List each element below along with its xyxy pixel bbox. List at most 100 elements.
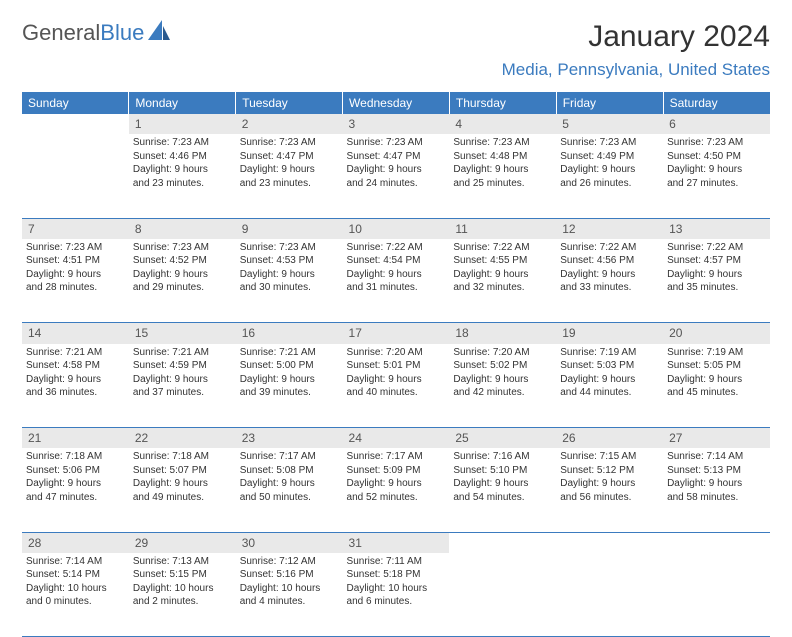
sunset-text: Sunset: 4:57 PM <box>667 254 766 268</box>
daylight-text: and 47 minutes. <box>26 491 125 505</box>
sunset-text: Sunset: 4:47 PM <box>347 150 446 164</box>
sunrise-text: Sunrise: 7:19 AM <box>667 346 766 360</box>
day-number: 8 <box>129 218 236 239</box>
sunset-text: Sunset: 4:59 PM <box>133 359 232 373</box>
daylight-text: Daylight: 9 hours <box>560 163 659 177</box>
day-cell: Sunrise: 7:22 AMSunset: 4:54 PMDaylight:… <box>343 239 450 323</box>
month-title: January 2024 <box>502 20 770 54</box>
daylight-text: and 40 minutes. <box>347 386 446 400</box>
daylight-text: Daylight: 9 hours <box>240 477 339 491</box>
daylight-text: and 52 minutes. <box>347 491 446 505</box>
sunrise-text: Sunrise: 7:22 AM <box>347 241 446 255</box>
sunset-text: Sunset: 4:48 PM <box>453 150 552 164</box>
daylight-text: and 23 minutes. <box>133 177 232 191</box>
daylight-text: Daylight: 9 hours <box>667 477 766 491</box>
sunset-text: Sunset: 5:02 PM <box>453 359 552 373</box>
day-number: 30 <box>236 532 343 553</box>
sunset-text: Sunset: 5:09 PM <box>347 464 446 478</box>
day-number <box>556 532 663 553</box>
daylight-text: and 45 minutes. <box>667 386 766 400</box>
daynum-row: 123456 <box>22 114 770 134</box>
sunset-text: Sunset: 5:01 PM <box>347 359 446 373</box>
day-cell: Sunrise: 7:23 AMSunset: 4:50 PMDaylight:… <box>663 134 770 218</box>
sail-icon <box>148 20 170 46</box>
sunset-text: Sunset: 4:49 PM <box>560 150 659 164</box>
daylight-text: and 28 minutes. <box>26 281 125 295</box>
day-number: 20 <box>663 323 770 344</box>
sunrise-text: Sunrise: 7:15 AM <box>560 450 659 464</box>
day-cell: Sunrise: 7:19 AMSunset: 5:03 PMDaylight:… <box>556 344 663 428</box>
day-number: 13 <box>663 218 770 239</box>
sunset-text: Sunset: 4:51 PM <box>26 254 125 268</box>
day-cell <box>663 553 770 637</box>
day-number: 3 <box>343 114 450 134</box>
sunset-text: Sunset: 4:55 PM <box>453 254 552 268</box>
day-number: 6 <box>663 114 770 134</box>
day-number: 17 <box>343 323 450 344</box>
daylight-text: Daylight: 9 hours <box>667 163 766 177</box>
day-cell: Sunrise: 7:23 AMSunset: 4:51 PMDaylight:… <box>22 239 129 323</box>
day-cell: Sunrise: 7:21 AMSunset: 4:59 PMDaylight:… <box>129 344 236 428</box>
day-cell: Sunrise: 7:17 AMSunset: 5:08 PMDaylight:… <box>236 448 343 532</box>
daynum-row: 78910111213 <box>22 218 770 239</box>
sunrise-text: Sunrise: 7:14 AM <box>26 555 125 569</box>
daylight-text: Daylight: 9 hours <box>347 373 446 387</box>
sunset-text: Sunset: 4:53 PM <box>240 254 339 268</box>
day-cell: Sunrise: 7:22 AMSunset: 4:56 PMDaylight:… <box>556 239 663 323</box>
sunrise-text: Sunrise: 7:23 AM <box>133 241 232 255</box>
daylight-text: and 26 minutes. <box>560 177 659 191</box>
sunrise-text: Sunrise: 7:12 AM <box>240 555 339 569</box>
sunrise-text: Sunrise: 7:17 AM <box>347 450 446 464</box>
day-cell: Sunrise: 7:21 AMSunset: 5:00 PMDaylight:… <box>236 344 343 428</box>
day-cell: Sunrise: 7:11 AMSunset: 5:18 PMDaylight:… <box>343 553 450 637</box>
daylight-text: and 49 minutes. <box>133 491 232 505</box>
daylight-text: and 25 minutes. <box>453 177 552 191</box>
day-cell: Sunrise: 7:16 AMSunset: 5:10 PMDaylight:… <box>449 448 556 532</box>
daylight-text: Daylight: 9 hours <box>560 268 659 282</box>
sunset-text: Sunset: 5:07 PM <box>133 464 232 478</box>
sunset-text: Sunset: 5:13 PM <box>667 464 766 478</box>
daylight-text: Daylight: 9 hours <box>453 163 552 177</box>
daylight-text: and 54 minutes. <box>453 491 552 505</box>
logo: GeneralBlue <box>22 20 170 46</box>
daylight-text: and 0 minutes. <box>26 595 125 609</box>
day-cell: Sunrise: 7:23 AMSunset: 4:48 PMDaylight:… <box>449 134 556 218</box>
daylight-text: and 44 minutes. <box>560 386 659 400</box>
daylight-text: Daylight: 9 hours <box>133 163 232 177</box>
daynum-row: 21222324252627 <box>22 428 770 449</box>
calendar-table: Sunday Monday Tuesday Wednesday Thursday… <box>22 92 770 637</box>
daylight-text: and 2 minutes. <box>133 595 232 609</box>
location: Media, Pennsylvania, United States <box>502 60 770 80</box>
day-number: 27 <box>663 428 770 449</box>
sunset-text: Sunset: 4:56 PM <box>560 254 659 268</box>
daylight-text: Daylight: 9 hours <box>453 268 552 282</box>
daylight-text: and 29 minutes. <box>133 281 232 295</box>
daylight-text: and 23 minutes. <box>240 177 339 191</box>
daylight-text: Daylight: 9 hours <box>26 373 125 387</box>
weekday-header: Sunday <box>22 92 129 114</box>
day-number: 15 <box>129 323 236 344</box>
sunrise-text: Sunrise: 7:23 AM <box>453 136 552 150</box>
daylight-text: and 31 minutes. <box>347 281 446 295</box>
day-cell: Sunrise: 7:23 AMSunset: 4:47 PMDaylight:… <box>343 134 450 218</box>
day-cell: Sunrise: 7:13 AMSunset: 5:15 PMDaylight:… <box>129 553 236 637</box>
week-row: Sunrise: 7:18 AMSunset: 5:06 PMDaylight:… <box>22 448 770 532</box>
day-number: 23 <box>236 428 343 449</box>
weekday-header: Thursday <box>449 92 556 114</box>
daylight-text: and 50 minutes. <box>240 491 339 505</box>
daylight-text: Daylight: 9 hours <box>560 373 659 387</box>
day-number: 11 <box>449 218 556 239</box>
day-number: 2 <box>236 114 343 134</box>
day-number: 26 <box>556 428 663 449</box>
day-number: 12 <box>556 218 663 239</box>
day-number: 9 <box>236 218 343 239</box>
daylight-text: and 24 minutes. <box>347 177 446 191</box>
day-cell: Sunrise: 7:20 AMSunset: 5:01 PMDaylight:… <box>343 344 450 428</box>
sunset-text: Sunset: 4:47 PM <box>240 150 339 164</box>
daylight-text: and 37 minutes. <box>133 386 232 400</box>
day-cell <box>556 553 663 637</box>
logo-text-general: General <box>22 20 100 46</box>
sunset-text: Sunset: 5:00 PM <box>240 359 339 373</box>
sunrise-text: Sunrise: 7:22 AM <box>453 241 552 255</box>
sunrise-text: Sunrise: 7:22 AM <box>667 241 766 255</box>
